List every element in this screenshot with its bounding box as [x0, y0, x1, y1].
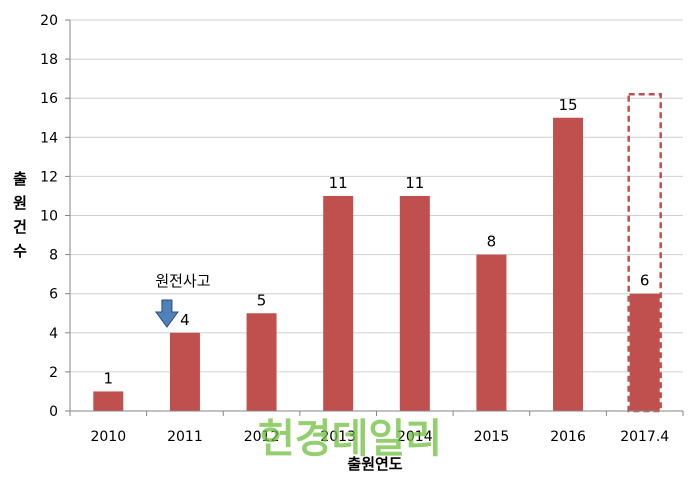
down-arrow-icon [154, 299, 179, 328]
bar [553, 117, 584, 411]
x-tick-label: 2014 [397, 429, 433, 445]
data-label: 6 [640, 272, 650, 290]
y-tick-label: 18 [40, 52, 58, 68]
x-axis-title: 출원연도 [347, 455, 402, 473]
bar [246, 313, 277, 411]
data-label: 5 [257, 291, 267, 309]
x-tick-label: 2015 [474, 429, 510, 445]
y-axis-title-char: 원 [13, 194, 27, 212]
x-tick-label: 2012 [244, 429, 280, 445]
y-tick-label: 8 [49, 248, 58, 264]
x-tick-label: 2013 [320, 429, 356, 445]
y-axis-title-char: 출 [13, 170, 27, 188]
x-tick-label: 2011 [167, 429, 203, 445]
x-tick-label: 2016 [550, 429, 586, 445]
y-tick-label: 16 [40, 91, 58, 107]
data-label: 8 [487, 233, 497, 251]
annotations: 원전사고 [154, 272, 211, 328]
y-tick-label: 0 [49, 404, 58, 420]
annotation-label: 원전사고 [155, 272, 210, 290]
bar [323, 195, 354, 411]
data-label: 11 [329, 174, 348, 192]
data-label: 11 [405, 174, 424, 192]
y-tick-label: 4 [49, 326, 58, 342]
bar [169, 332, 200, 411]
data-label: 4 [180, 311, 190, 329]
bar [476, 254, 507, 411]
data-labels: 1 4 5 11 11 8 15 6 [104, 96, 650, 388]
y-tick-label: 10 [40, 209, 58, 225]
y-axis-title-char: 수 [13, 242, 27, 260]
y-tick-label: 2 [49, 365, 58, 381]
x-tick-labels: 2010 2011 2012 2013 2014 2015 2016 2017.4 [69, 411, 684, 445]
data-label: 15 [559, 96, 578, 114]
x-tick-label: 2010 [90, 429, 126, 445]
bar [399, 195, 430, 411]
watermark-logo: 헌경데일리 [258, 416, 442, 462]
bars [93, 93, 662, 413]
bar [629, 293, 660, 411]
y-tick-label: 6 [49, 287, 58, 303]
x-tick-label: 2017.4 [620, 429, 669, 445]
y-tick-labels: 0 2 4 6 8 10 12 14 16 18 20 [40, 13, 70, 420]
data-label: 1 [104, 369, 114, 387]
y-tick-label: 20 [40, 13, 58, 29]
bar [93, 391, 124, 411]
y-tick-label: 14 [40, 130, 58, 146]
y-axis-title-char: 건 [13, 218, 27, 236]
y-tick-label: 12 [40, 169, 58, 185]
